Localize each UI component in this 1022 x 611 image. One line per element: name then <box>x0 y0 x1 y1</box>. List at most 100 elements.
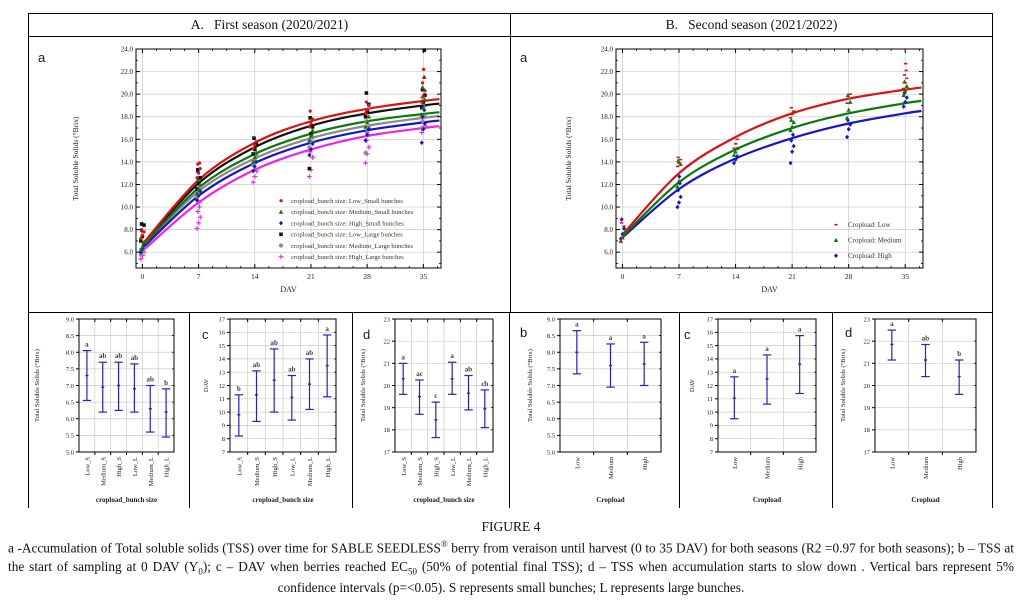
svg-text:8: 8 <box>710 436 713 443</box>
svg-text:15: 15 <box>219 343 226 350</box>
svg-text:ab: ab <box>288 366 296 374</box>
svg-text:Medium_L: Medium_L <box>307 457 314 486</box>
svg-text:Cropload: Low: Cropload: Low <box>848 221 892 229</box>
caption-body: a -Accumulation of Total soluble solids … <box>8 538 1014 598</box>
svg-text:Total Soluble Solids (°Brix): Total Soluble Solids (°Brix) <box>34 349 41 422</box>
svg-text:DAV: DAV <box>203 379 210 393</box>
svg-text:21: 21 <box>307 272 315 281</box>
svg-text:10: 10 <box>219 409 226 416</box>
season1-accumulation-chart: 6.0 8.0 10.0 12.0 14.0 16.0 18.0 20.0 22.0 24.0 0 7… <box>38 46 442 294</box>
svg-text:5.0: 5.0 <box>66 449 74 456</box>
season2-accumulation-chart: 6.0 8.0 10.0 12.0 14.0 16.0 18.0 20.0 22.0 24.0 0 7… <box>520 46 924 294</box>
svg-text:6.0: 6.0 <box>124 249 133 257</box>
svg-text:Medium_L: Medium_L <box>466 457 473 486</box>
svg-text:b: b <box>520 325 527 340</box>
svg-text:Low_S: Low_S <box>85 457 92 476</box>
svg-text:14: 14 <box>251 272 259 281</box>
svg-text:12: 12 <box>219 383 226 390</box>
svg-text:16: 16 <box>707 330 714 337</box>
svg-text:20: 20 <box>384 383 391 390</box>
svg-text:17: 17 <box>864 449 871 456</box>
svg-text:cropload_bunch size: High_Larg: cropload_bunch size: High_Large bunches <box>291 254 404 261</box>
caption-segment: 0 <box>198 566 203 577</box>
svg-text:6.0: 6.0 <box>547 416 555 423</box>
svg-text:a: a <box>401 353 405 361</box>
svg-text:23: 23 <box>864 316 871 323</box>
svg-text:8.5: 8.5 <box>547 333 555 340</box>
svg-text:19: 19 <box>384 405 391 412</box>
figure-caption: FIGURE 4 a -Accumulation of Total solubl… <box>8 519 1014 598</box>
svg-text:a: a <box>765 345 769 353</box>
season2-accumulation-panel: 6.0 8.0 10.0 12.0 14.0 16.0 18.0 20.0 22.0 24.0 0 7… <box>511 37 992 312</box>
svg-text:10.0: 10.0 <box>601 204 614 212</box>
caption-segment: a -Accumulation of Total soluble solids … <box>8 540 441 556</box>
svg-text:17: 17 <box>219 316 226 323</box>
svg-text:18.0: 18.0 <box>601 113 614 121</box>
svg-text:DAV: DAV <box>280 285 297 294</box>
svg-text:Total Soluble Solids (°Brix): Total Soluble Solids (°Brix) <box>360 349 367 422</box>
svg-text:7.5: 7.5 <box>66 366 74 373</box>
svg-text:ab: ab <box>115 352 123 360</box>
season1-y0-panel: 5.0 5.5 6.0 6.5 7.0 7.5 8.0 8.5 9.0 a Low_S ab Mediu… <box>29 312 190 508</box>
svg-text:14.0: 14.0 <box>121 158 134 166</box>
svg-text:20.0: 20.0 <box>121 91 134 99</box>
svg-text:b: b <box>237 385 241 393</box>
svg-text:16.0: 16.0 <box>121 136 134 144</box>
caption-segment: berry from veraison until harvest (0 to … <box>8 540 1014 575</box>
season1-slowdown-chart: 17 18 19 20 21 22 23 a Low_S ac Medium_S c High_S a Lo… <box>360 316 494 504</box>
season2-slowdown-panel: 17 18 19 20 21 22 23 a Low ab Medium b High Cropload T… <box>833 312 992 508</box>
svg-text:14.0: 14.0 <box>601 158 614 166</box>
season1-accumulation-panel: 6.0 8.0 10.0 12.0 14.0 16.0 18.0 20.0 22.0 24.0 0 7… <box>29 37 511 312</box>
svg-text:24.0: 24.0 <box>601 46 614 54</box>
svg-text:c: c <box>202 327 209 342</box>
svg-text:d: d <box>363 327 370 342</box>
svg-text:12.0: 12.0 <box>601 181 614 189</box>
svg-text:8.0: 8.0 <box>547 350 555 357</box>
svg-text:cropload_bunch size: cropload_bunch size <box>413 496 474 504</box>
svg-text:DAV: DAV <box>689 379 696 393</box>
svg-text:14: 14 <box>732 272 740 281</box>
season1-y0-chart: 5.0 5.5 6.0 6.5 7.0 7.5 8.0 8.5 9.0 a Low_S ab Mediu… <box>34 316 175 504</box>
svg-text:c: c <box>684 327 691 342</box>
svg-text:Total Soluble Solids (°Brix): Total Soluble Solids (°Brix) <box>840 349 847 422</box>
svg-text:Low_L: Low_L <box>132 457 139 476</box>
svg-text:9: 9 <box>710 423 713 430</box>
svg-text:7.5: 7.5 <box>547 366 555 373</box>
svg-text:a: a <box>798 326 802 334</box>
svg-text:ab: ab <box>99 352 107 360</box>
svg-text:0: 0 <box>621 272 625 281</box>
svg-text:22: 22 <box>384 338 391 345</box>
svg-text:High: High <box>957 456 964 470</box>
svg-text:12.0: 12.0 <box>121 181 134 189</box>
svg-text:Total Soluble Solids (°Brix): Total Soluble Solids (°Brix) <box>527 349 534 422</box>
svg-text:a: a <box>520 50 528 65</box>
svg-text:c: c <box>434 392 437 400</box>
svg-text:8.5: 8.5 <box>66 333 74 340</box>
svg-text:10: 10 <box>707 409 714 416</box>
svg-text:cropload_bunch size: Low_Small: cropload_bunch size: Low_Small bunches <box>291 198 403 205</box>
svg-text:High_L: High_L <box>325 457 332 477</box>
svg-text:b: b <box>957 350 961 358</box>
season1-slowdown-panel: 17 18 19 20 21 22 23 a Low_S ac Medium_S c High_S a Lo… <box>353 312 510 508</box>
svg-text:7: 7 <box>222 449 226 456</box>
svg-text:28: 28 <box>845 272 853 281</box>
svg-text:High: High <box>797 456 804 470</box>
svg-text:Cropload: Cropload <box>596 496 624 504</box>
svg-text:9: 9 <box>222 423 225 430</box>
svg-text:14: 14 <box>707 356 714 363</box>
svg-text:22: 22 <box>864 338 871 345</box>
svg-text:cropload_bunch size: High_Smal: cropload_bunch size: High_Small bunches <box>291 220 404 227</box>
caption-segment: ® <box>440 539 448 549</box>
svg-text:High_L: High_L <box>482 457 489 477</box>
svg-text:DAV: DAV <box>761 285 778 294</box>
svg-text:16.0: 16.0 <box>601 136 614 144</box>
svg-text:17: 17 <box>384 449 391 456</box>
svg-text:Medium_S: Medium_S <box>100 457 107 486</box>
svg-text:b: b <box>164 379 168 387</box>
svg-text:Medium: Medium <box>923 457 930 479</box>
svg-text:13: 13 <box>219 370 226 377</box>
svg-text:Low_S: Low_S <box>236 457 243 476</box>
svg-text:Medium: Medium <box>608 457 615 479</box>
svg-text:8.0: 8.0 <box>124 226 133 234</box>
svg-text:a: a <box>85 341 89 349</box>
